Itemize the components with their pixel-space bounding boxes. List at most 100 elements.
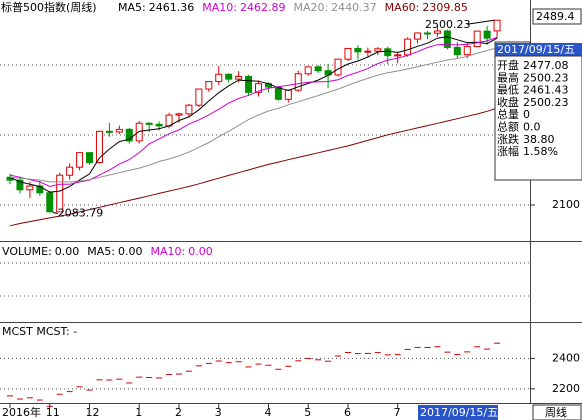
candle-body — [245, 76, 253, 93]
candle-body — [185, 104, 193, 115]
info-label: 涨跌 — [497, 132, 519, 146]
candle-body — [384, 48, 392, 57]
info-body — [494, 55, 582, 181]
annotation-line — [466, 19, 495, 25]
volume-legend-name: MA10: — [151, 245, 186, 258]
candle-body — [26, 185, 34, 191]
legend-value: 2461.36 — [149, 1, 195, 14]
x-tick-label: 11 — [46, 406, 60, 419]
period-label: 周线 — [545, 405, 567, 419]
candle-body — [135, 122, 143, 142]
candle-body — [463, 46, 471, 56]
candle-body — [344, 47, 352, 60]
legend-value: 2309.85 — [422, 1, 468, 14]
info-label: 收盘 — [497, 95, 519, 109]
candle-body — [56, 174, 64, 213]
legend-value: 2440.37 — [331, 1, 377, 14]
legend-name: MA10: — [202, 1, 237, 14]
candle-body — [414, 32, 422, 40]
info-label: 最高 — [497, 70, 519, 84]
legend-name: MA60: — [385, 1, 420, 14]
ma-line — [9, 47, 498, 183]
y-tick-label: 2200 — [552, 382, 580, 395]
candle-body — [105, 130, 113, 133]
info-label: 总额 — [497, 120, 519, 134]
candle-body — [473, 30, 481, 48]
x-tick-label: 4 — [264, 406, 271, 419]
info-label: 总量 — [497, 107, 519, 121]
candle-body — [354, 47, 362, 53]
info-value: 38.80 — [523, 133, 555, 146]
candle-body — [284, 89, 292, 100]
volume-legend-value: 0.00 — [118, 245, 143, 258]
info-label: 开盘 — [497, 58, 519, 72]
candle-body — [453, 46, 461, 56]
x-tick-label: 2 — [175, 406, 182, 419]
candle-body — [443, 30, 451, 48]
info-value: 2500.23 — [523, 96, 569, 109]
info-value: 0.0 — [523, 121, 541, 134]
candle-body — [46, 192, 54, 213]
info-date-bg — [495, 43, 582, 56]
period-box — [532, 404, 582, 420]
candle-body — [215, 73, 223, 83]
candle-body — [16, 179, 24, 191]
candle-body — [115, 128, 123, 133]
x-tick-label: 1 — [135, 406, 142, 419]
legend-name: MA5: — [118, 1, 146, 14]
volume-legend-value: 0.00 — [55, 245, 80, 258]
candle-body — [36, 185, 44, 194]
max-label: 2500.23 — [425, 18, 471, 31]
x-tick-label: 2016年 — [2, 405, 41, 419]
date-highlight-label: 2017/09/15/五 — [420, 406, 498, 419]
info-value: 0 — [523, 108, 530, 121]
annotation-line — [52, 211, 58, 214]
candle-body — [225, 73, 233, 80]
candle-body — [433, 30, 441, 34]
y-tick-label: 2100 — [552, 198, 580, 211]
x-tick-label: 3 — [215, 406, 222, 419]
volume-legend-name: MA5: — [87, 245, 115, 258]
candle-body — [314, 66, 322, 72]
info-value: 1.58% — [523, 145, 558, 158]
candle-body — [493, 19, 501, 32]
candle-body — [76, 152, 84, 168]
legend-name: MA20: — [293, 1, 328, 14]
info-value: 2500.23 — [523, 71, 569, 84]
y-tick-label: 2400 — [552, 351, 580, 364]
x-tick-label: 7 — [394, 406, 401, 419]
candle-body — [255, 83, 262, 93]
candle-body — [155, 123, 163, 127]
candle-body — [175, 113, 183, 116]
candle-body — [66, 166, 74, 176]
legend-value: 2462.89 — [240, 1, 286, 14]
candle-body — [86, 152, 94, 164]
candle-body — [294, 73, 302, 91]
candle-body — [235, 76, 243, 80]
candle-body — [483, 30, 491, 39]
chart-title: 标普500指数(周线) — [1, 0, 97, 14]
cursor-price: 2489.4 — [536, 10, 575, 23]
volume-legend-value: 0.00 — [188, 245, 213, 258]
candle-body — [364, 50, 372, 53]
min-label: 2083.79 — [58, 206, 103, 219]
ma-line — [9, 36, 498, 193]
candle-body — [125, 128, 133, 142]
candle-body — [334, 58, 342, 76]
candle-body — [195, 88, 203, 106]
candle-body — [394, 54, 402, 57]
candle-body — [95, 130, 103, 164]
info-value: 2461.43 — [523, 84, 569, 97]
candle-body — [404, 38, 412, 56]
ma-line — [9, 107, 498, 227]
info-label: 涨幅 — [497, 145, 519, 158]
info-date: 2017/09/15/五 — [497, 43, 575, 56]
candle-body — [205, 81, 213, 90]
cursor-price-box — [532, 8, 582, 25]
candle-body — [374, 48, 382, 52]
candle-body — [423, 32, 431, 35]
info-value: 2477.08 — [523, 59, 569, 72]
mcst-title: MCST MCST: - — [2, 325, 77, 338]
